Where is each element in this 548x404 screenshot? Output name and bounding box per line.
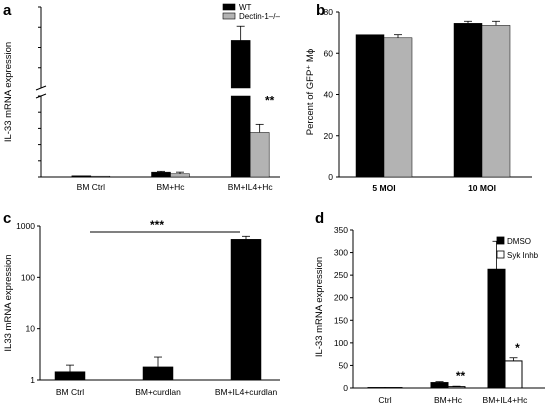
y-tick-label: 40: [324, 90, 334, 100]
significance-mark: ***: [150, 218, 164, 232]
legend-swatch: [222, 12, 236, 20]
y-tick-label: 100: [21, 272, 35, 282]
y-tick-label: 350: [334, 225, 348, 235]
bar: [90, 175, 111, 178]
bar: [170, 173, 190, 178]
x-tick-label: 10 MOI: [468, 183, 496, 193]
y-tick-label: 250: [334, 270, 348, 280]
y-tick-label: 60: [324, 48, 334, 58]
panel-letter-d: d: [315, 210, 324, 227]
bar: [230, 95, 251, 178]
x-tick-label: BM+curdlan: [135, 387, 181, 397]
bar: [142, 366, 174, 381]
x-tick-label: Ctrl: [378, 395, 391, 404]
legend-swatch: [496, 250, 505, 259]
bar: [487, 268, 506, 389]
y-tick-label: 0: [328, 172, 333, 182]
y-tick-label: 1: [30, 375, 35, 385]
legend-label: DMSO: [507, 237, 531, 246]
y-tick-label: 0: [343, 383, 348, 393]
y-axis-label: IL-33 mRNA expression: [314, 257, 325, 357]
significance-mark: **: [265, 93, 275, 107]
legend-swatch: [222, 3, 236, 11]
bar: [71, 175, 92, 178]
panel-letter-a: a: [3, 2, 12, 19]
panel-letter-c: c: [3, 210, 11, 227]
y-tick-label: 80: [324, 7, 334, 17]
bar: [249, 132, 270, 178]
y-tick-label: 100: [334, 338, 348, 348]
x-tick-label: BM+Hc: [156, 182, 185, 192]
significance-mark: *: [515, 341, 520, 355]
bar: [430, 382, 449, 389]
x-tick-label: BM Ctrl: [56, 387, 84, 397]
x-tick-label: BM+IL4+Hc: [483, 395, 529, 404]
x-tick-label: BM+IL4+Hc: [228, 182, 274, 192]
y-tick-label: 150: [334, 315, 348, 325]
bar: [355, 34, 385, 178]
bar: [453, 23, 483, 178]
legend-swatch: [496, 236, 505, 245]
y-axis-label: IL33 mRNA expression: [3, 254, 14, 351]
bar: [447, 386, 466, 389]
y-axis-label: IL-33 mRNA expression: [3, 42, 14, 142]
panel-letter-b: b: [316, 2, 325, 19]
legend-label: WT: [239, 3, 252, 12]
y-axis-label: Percent of GFP⁺ Mϕ: [305, 49, 316, 135]
y-tick-label: 10: [26, 324, 36, 334]
y-tick-label: 300: [334, 248, 348, 258]
y-tick-label: 20: [324, 131, 334, 141]
legend-label: Syk Inhb: [507, 251, 539, 260]
bar: [230, 239, 262, 381]
x-tick-label: BM+Hc: [434, 395, 463, 404]
bar: [481, 25, 511, 178]
bar: [54, 371, 86, 381]
significance-mark: **: [456, 369, 466, 383]
bar: [383, 37, 413, 178]
y-tick-label: 50: [339, 360, 349, 370]
x-tick-label: 5 MOI: [372, 183, 395, 193]
x-tick-label: BM+IL4+curdlan: [215, 387, 278, 397]
bar: [151, 171, 171, 178]
bar: [504, 360, 523, 389]
legend-label: Dectin-1–/–: [239, 12, 280, 21]
y-tick-label: 1000: [16, 221, 35, 231]
y-tick-label: 200: [334, 293, 348, 303]
axis-break-mark: [35, 85, 47, 91]
bar: [230, 40, 251, 89]
x-tick-label: BM Ctrl: [77, 182, 105, 192]
